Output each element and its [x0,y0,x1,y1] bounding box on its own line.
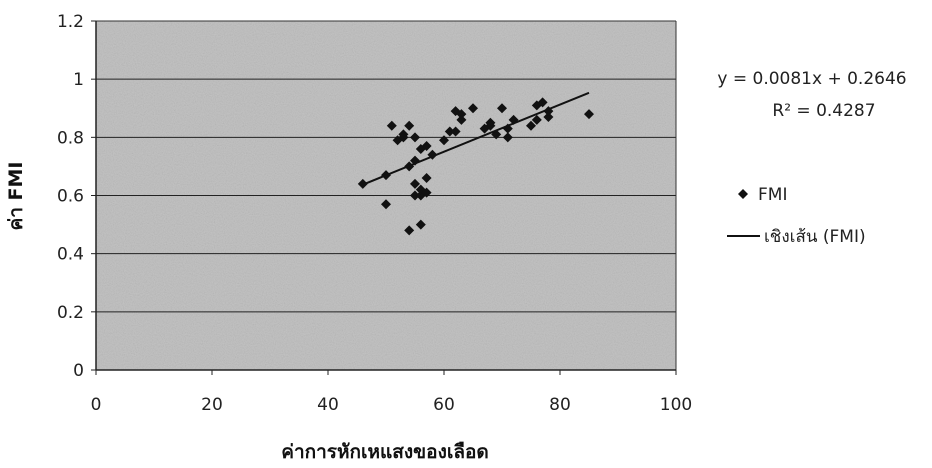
trendline-equation: y = 0.0081x + 0.2646 [717,69,906,89]
x-axis-ticks: 0 20 40 60 80 100 [91,370,692,415]
x-tick-label: 20 [201,395,223,415]
data-point [410,132,420,143]
data-point [537,97,548,108]
legend-label-trendline: เชิงเส้น (FMI) [764,227,866,247]
data-point [410,178,420,189]
legend-diamond-marker [738,189,748,199]
y-tick-label: 0.6 [57,187,84,207]
data-point [543,111,554,122]
data-point [456,114,467,125]
data-point [410,190,420,201]
data-point [404,225,415,236]
data-point [497,103,507,114]
data-point [526,120,536,131]
data-point [531,114,542,125]
data-point [468,103,478,114]
data-point [398,132,409,143]
x-tick-label: 40 [317,395,339,415]
data-point [502,132,513,143]
x-tick-label: 60 [433,395,455,415]
x-axis-title: ค่าการหักเหแสงของเลือด [281,441,489,463]
x-tick-label: 80 [549,395,571,415]
y-tick-label: 0.8 [57,128,84,148]
data-point [502,123,513,134]
trendline-group [362,91,590,186]
data-point [421,187,432,198]
data-point [456,109,467,120]
data-point [479,123,490,134]
gridlines [96,78,676,313]
data-point [584,109,594,120]
y-tick-label: 1 [73,70,84,90]
data-point [421,173,432,184]
y-tick-label: 0.2 [57,303,84,323]
y-tick-label: 1.2 [57,12,84,32]
data-point [381,199,391,210]
trendline [362,91,590,186]
data-point [485,120,496,131]
y-axis-ticks: 0 0.2 0.4 0.6 0.8 1 1.2 [57,12,96,381]
x-tick-label: 0 [91,395,102,415]
data-point [404,120,415,131]
legend: FMI เชิงเส้น (FMI) [727,185,866,247]
y-axis-title: ค่า FMI [5,162,27,231]
y-tick-label: 0.4 [57,245,84,265]
data-point [444,126,455,137]
x-tick-label: 100 [660,395,692,415]
data-point [439,135,449,146]
data-point [415,219,426,230]
legend-label-fmi: FMI [758,185,787,205]
data-point [450,126,461,137]
data-point [421,141,432,152]
data-point [386,120,397,131]
y-tick-label: 0 [73,361,84,381]
trendline-r-squared: R² = 0.4287 [772,101,875,121]
